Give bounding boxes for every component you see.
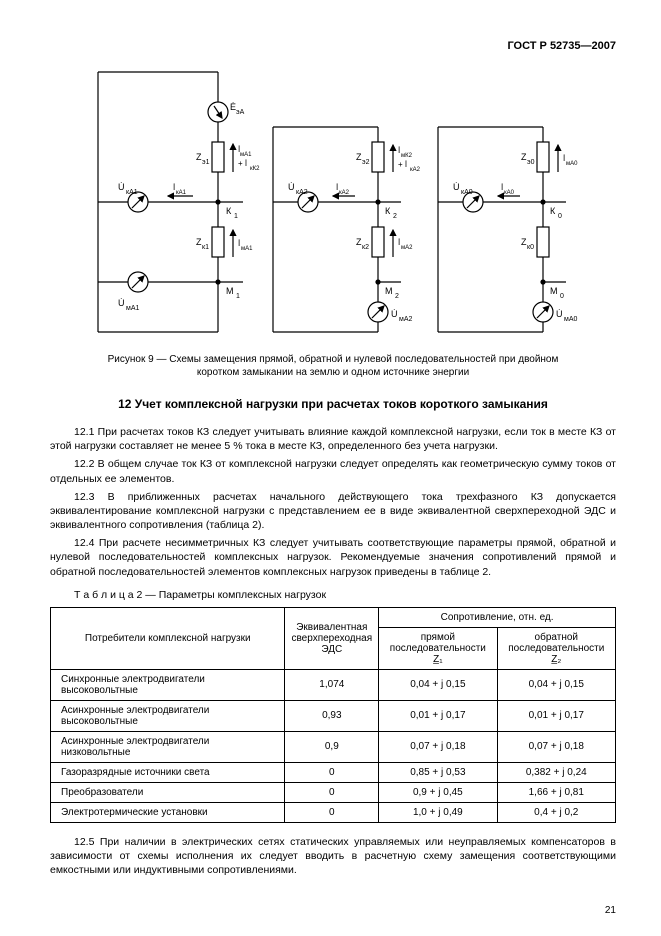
svg-text:э1: э1	[202, 159, 210, 166]
svg-text:мК2: мК2	[401, 153, 413, 159]
svg-text:İ: İ	[238, 239, 240, 248]
table-row: Преобразователи 0 0,9 + j 0,45 1,66 + j …	[51, 782, 616, 802]
svg-text:мА2: мА2	[399, 316, 412, 323]
col-impedance: Сопротивление, отн. ед.	[379, 607, 616, 627]
col-emf: Эквивалентная сверхпереходная ЭДС	[285, 607, 379, 669]
document-header: ГОСТ Р 52735—2007	[50, 40, 616, 52]
table-row: Газоразрядные источники света 0 0,85 + j…	[51, 762, 616, 782]
svg-text:U̇: U̇	[118, 182, 125, 192]
svg-text:кА2: кА2	[410, 167, 421, 173]
svg-text:э0: э0	[527, 159, 535, 166]
svg-text:мА2: мА2	[401, 245, 413, 251]
svg-text:М: М	[385, 286, 393, 296]
table-row: Асинхронные электродвигатели низковольтн…	[51, 731, 616, 762]
svg-text:М: М	[226, 286, 234, 296]
svg-text:U̇: U̇	[391, 309, 398, 319]
svg-text:İ: İ	[398, 238, 400, 247]
col-z1: прямой последовательности Z̲₁	[379, 627, 497, 669]
svg-text:U̇: U̇	[453, 182, 460, 192]
svg-text:э2: э2	[362, 159, 370, 166]
table-row: Асинхронные электродвигатели высоковольт…	[51, 700, 616, 731]
svg-text:мА1: мА1	[241, 246, 253, 252]
svg-text:К: К	[226, 206, 232, 216]
svg-text:М: М	[550, 286, 558, 296]
svg-text:к0: к0	[527, 244, 534, 251]
svg-text:İ: İ	[336, 183, 338, 192]
page: ГОСТ Р 52735—2007	[0, 0, 661, 936]
svg-text:кА0: кА0	[461, 189, 473, 196]
svg-text:мА1: мА1	[126, 305, 139, 312]
svg-text:U̇: U̇	[118, 298, 125, 308]
svg-text:2: 2	[395, 293, 399, 300]
svg-text:İ: İ	[501, 183, 503, 192]
svg-text:İ: İ	[173, 183, 175, 192]
table-2: Потребители комплексной нагрузки Эквивал…	[50, 607, 616, 823]
svg-text:U̇: U̇	[288, 182, 295, 192]
figure-9-diagram: Ė эА Z э1 İ мА1 + İ кК2	[50, 62, 616, 345]
svg-text:İ: İ	[563, 154, 565, 163]
section-12-title: 12 Учет комплексной нагрузки при расчета…	[50, 397, 616, 411]
col-consumer: Потребители комплексной нагрузки	[51, 607, 285, 669]
para-12-3: 12.3 В приближенных расчетах начального …	[50, 490, 616, 533]
page-number: 21	[605, 905, 616, 916]
svg-text:кА1: кА1	[176, 190, 187, 196]
svg-text:+ İ: + İ	[398, 160, 407, 169]
svg-text:кК2: кК2	[250, 166, 260, 172]
figure-caption: Рисунок 9 — Схемы замещения прямой, обра…	[90, 353, 576, 379]
svg-text:İ: İ	[398, 146, 400, 155]
svg-text:0: 0	[558, 213, 562, 220]
para-12-1: 12.1 При расчетах токов КЗ следует учиты…	[50, 425, 616, 453]
table-2-caption: Т а б л и ц а 2 — Параметры комплексных …	[50, 589, 616, 601]
svg-text:кА0: кА0	[504, 190, 515, 196]
svg-text:1: 1	[236, 293, 240, 300]
table-row: Синхронные электродвигатели высоковольтн…	[51, 669, 616, 700]
svg-text:0: 0	[560, 293, 564, 300]
svg-text:К: К	[385, 206, 391, 216]
svg-text:кА2: кА2	[339, 190, 350, 196]
svg-text:мА1: мА1	[240, 152, 252, 158]
svg-text:1: 1	[234, 213, 238, 220]
svg-text:мА0: мА0	[566, 161, 578, 167]
svg-text:2: 2	[393, 213, 397, 220]
svg-text:к1: к1	[202, 244, 209, 251]
svg-text:эА: эА	[236, 109, 245, 116]
para-12-4: 12.4 При расчете несимметричных КЗ следу…	[50, 536, 616, 579]
svg-text:кА2: кА2	[296, 189, 308, 196]
para-12-2: 12.2 В общем случае ток КЗ от комплексно…	[50, 457, 616, 485]
svg-text:кА1: кА1	[126, 189, 138, 196]
svg-text:U̇: U̇	[556, 309, 563, 319]
svg-text:к2: к2	[362, 244, 369, 251]
col-z2: обратной последовательности Z̲₂	[497, 627, 615, 669]
table-row: Электротермические установки 0 1,0 + j 0…	[51, 802, 616, 822]
svg-text:К: К	[550, 206, 556, 216]
svg-text:мА0: мА0	[564, 316, 577, 323]
table-body: Синхронные электродвигатели высоковольтн…	[51, 669, 616, 822]
svg-text:+ İ: + İ	[238, 159, 247, 168]
para-12-5: 12.5 При наличии в электрических сетях с…	[50, 835, 616, 878]
